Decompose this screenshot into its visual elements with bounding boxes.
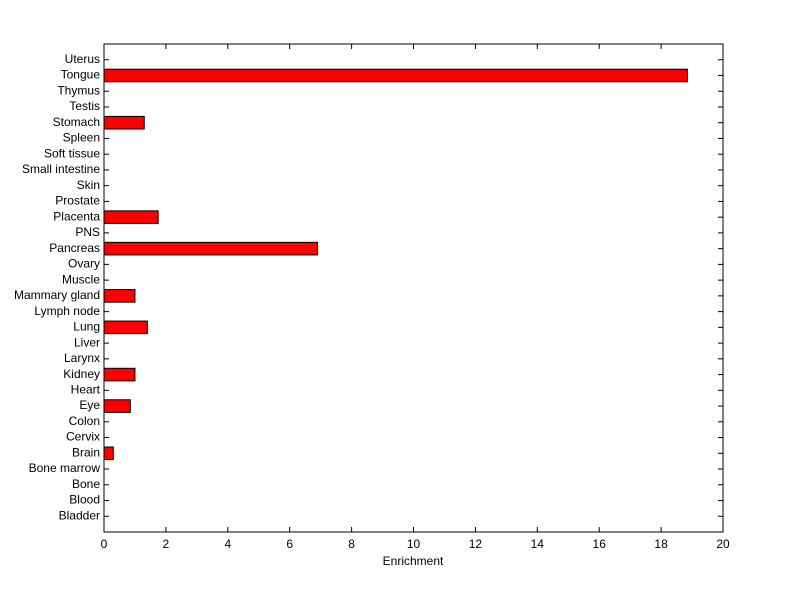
x-tick-label: 4 bbox=[224, 537, 231, 551]
x-tick-label: 16 bbox=[593, 537, 607, 551]
y-tick-label: Colon bbox=[69, 414, 100, 428]
y-tick-label: Spleen bbox=[63, 131, 100, 145]
y-tick-label: Muscle bbox=[62, 272, 100, 286]
bar bbox=[103, 367, 136, 382]
plot-frame bbox=[103, 43, 724, 533]
y-tick-label: Heart bbox=[71, 382, 101, 396]
y-tick-label: Larynx bbox=[64, 351, 100, 365]
y-tick-label: Lymph node bbox=[34, 304, 100, 318]
y-tick-label: Pancreas bbox=[49, 241, 100, 255]
bar bbox=[103, 68, 688, 83]
x-tick-label: 12 bbox=[469, 537, 483, 551]
y-tick-label: Blood bbox=[69, 493, 100, 507]
y-tick-label: Ovary bbox=[68, 257, 100, 271]
x-tick-label: 18 bbox=[654, 537, 668, 551]
x-tick-label: 0 bbox=[101, 537, 108, 551]
y-tick-label: Brain bbox=[72, 445, 100, 459]
x-axis-label: Enrichment bbox=[383, 554, 444, 568]
y-tick-label: Thymus bbox=[57, 83, 100, 97]
y-tick-label: Placenta bbox=[53, 209, 100, 223]
y-tick-label: Cervix bbox=[66, 430, 100, 444]
y-tick-label: Skin bbox=[77, 178, 100, 192]
y-tick-label: Bone marrow bbox=[29, 461, 101, 475]
y-tick-label: Bone bbox=[72, 477, 100, 491]
y-tick-label: Prostate bbox=[55, 194, 100, 208]
bar bbox=[103, 115, 145, 130]
y-tick-label: Stomach bbox=[53, 115, 100, 129]
x-tick-label: 2 bbox=[163, 537, 170, 551]
y-tick-label: Testis bbox=[69, 99, 100, 113]
y-tick-label: Mammary gland bbox=[14, 288, 100, 302]
y-tick-label: Kidney bbox=[63, 367, 100, 381]
bar bbox=[103, 446, 114, 461]
x-tick-label: 14 bbox=[531, 537, 545, 551]
bar bbox=[103, 320, 148, 335]
y-tick-label: Soft tissue bbox=[44, 146, 100, 160]
y-tick-label: Uterus bbox=[65, 52, 100, 66]
y-tick-label: PNS bbox=[75, 225, 100, 239]
x-tick-label: 20 bbox=[716, 537, 730, 551]
x-tick-label: 6 bbox=[286, 537, 293, 551]
y-tick-label: Bladder bbox=[59, 508, 100, 522]
bar bbox=[103, 289, 136, 303]
y-tick-label: Liver bbox=[74, 335, 100, 349]
y-tick-label: Tongue bbox=[61, 68, 101, 82]
bar bbox=[103, 210, 159, 224]
y-tick-label: Small intestine bbox=[22, 162, 100, 176]
bar bbox=[103, 241, 319, 256]
x-tick-label: 10 bbox=[407, 537, 421, 551]
x-tick-label: 8 bbox=[348, 537, 355, 551]
y-tick-label: Eye bbox=[79, 398, 100, 412]
y-tick-label: Lung bbox=[73, 320, 100, 334]
bar bbox=[103, 399, 131, 413]
